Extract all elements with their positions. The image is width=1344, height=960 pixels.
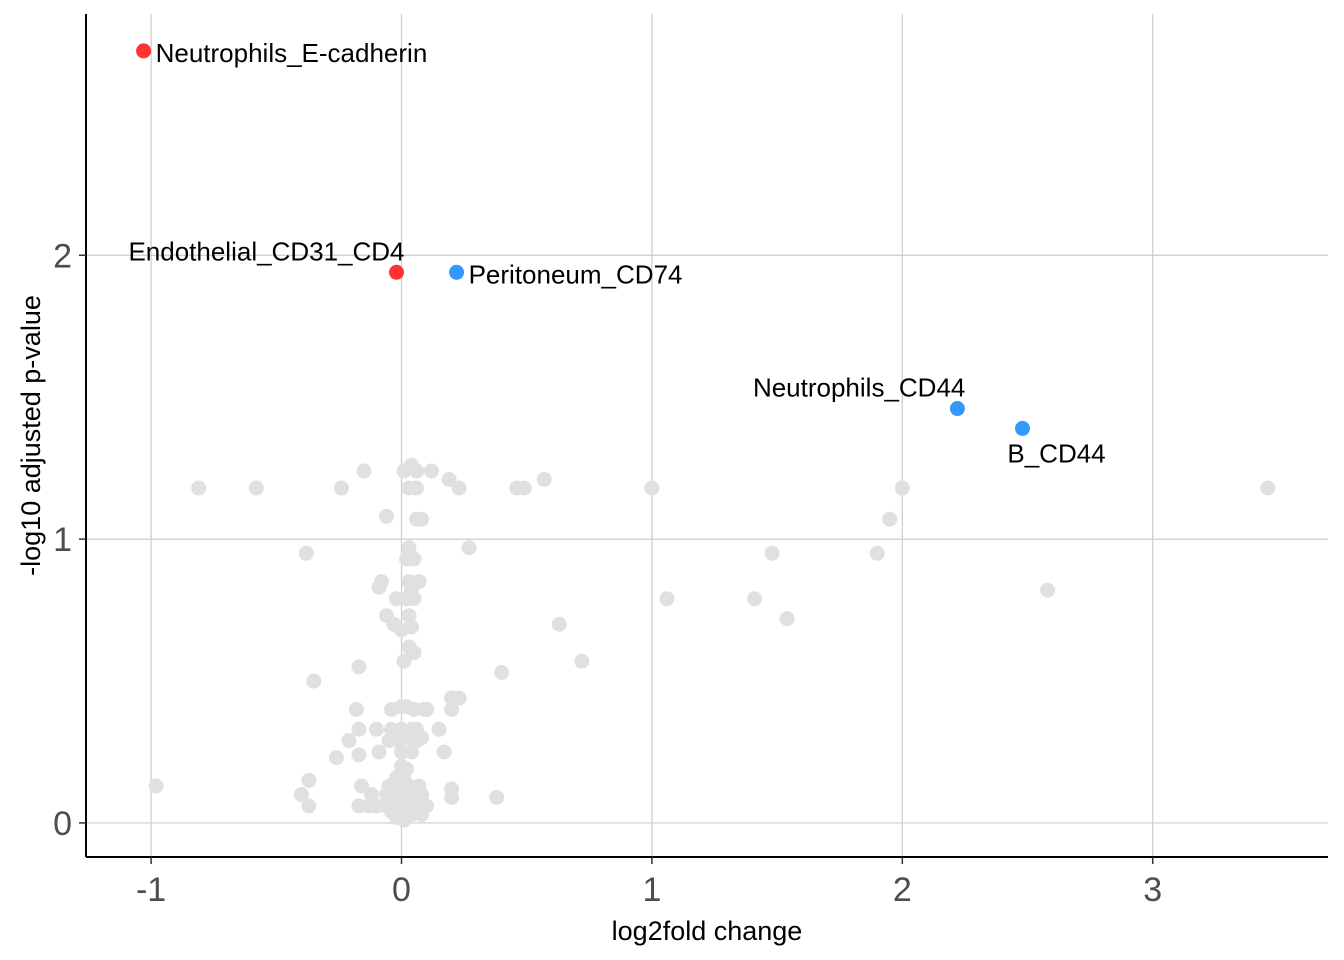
- x-axis-title: log2fold change: [612, 916, 803, 946]
- data-point: [441, 471, 457, 487]
- x-tick-label: -1: [136, 871, 166, 909]
- data-point: [356, 463, 372, 479]
- data-point: [401, 540, 417, 556]
- data-point: [451, 690, 467, 706]
- data-point: [406, 591, 422, 607]
- data-point: [341, 733, 357, 749]
- background-points: [148, 457, 1276, 828]
- data-point: [351, 747, 367, 763]
- data-point: [301, 798, 317, 814]
- data-point: [293, 787, 309, 803]
- y-tick-label: 2: [53, 237, 72, 275]
- x-tick-label: 0: [392, 871, 411, 909]
- data-point: [444, 701, 460, 717]
- data-point: [406, 551, 422, 567]
- data-point: [306, 673, 322, 689]
- y-gridlines: [86, 254, 1328, 824]
- data-point: [551, 616, 567, 632]
- point-label: Peritoneum_CD74: [469, 259, 683, 289]
- data-point: [328, 750, 344, 766]
- data-point: [536, 471, 552, 487]
- data-point: [404, 744, 420, 760]
- data-point: [516, 480, 532, 496]
- data-point: [401, 608, 417, 624]
- data-point: [1040, 582, 1056, 598]
- highlighted-point: [449, 264, 465, 280]
- data-point: [248, 480, 264, 496]
- point-label: Neutrophils_E-cadherin: [156, 38, 428, 68]
- data-point: [779, 611, 795, 627]
- data-point: [494, 665, 510, 681]
- data-point: [399, 761, 415, 777]
- x-gridlines: [150, 14, 1154, 857]
- point-label: Neutrophils_CD44: [753, 373, 965, 403]
- highlighted-point: [1015, 420, 1031, 436]
- data-point: [351, 721, 367, 737]
- data-point: [461, 540, 477, 556]
- data-point: [574, 653, 590, 669]
- data-point: [414, 787, 430, 803]
- point-label: Endothelial_CD31_CD4: [128, 236, 404, 266]
- x-tick-label: 3: [1143, 871, 1162, 909]
- data-point: [191, 480, 207, 496]
- data-point: [431, 721, 447, 737]
- data-point: [419, 701, 435, 717]
- data-point: [869, 545, 885, 561]
- y-tick-label: 0: [53, 805, 72, 843]
- data-point: [1260, 480, 1276, 496]
- data-point: [414, 730, 430, 746]
- data-point: [659, 591, 675, 607]
- data-point: [414, 806, 430, 822]
- data-point: [409, 463, 425, 479]
- data-point: [396, 653, 412, 669]
- data-point: [368, 721, 384, 737]
- data-point: [333, 480, 349, 496]
- highlighted-point: [949, 401, 965, 417]
- data-point: [444, 789, 460, 805]
- data-point: [894, 480, 910, 496]
- x-tick-label: 1: [642, 871, 661, 909]
- data-point: [882, 511, 898, 527]
- data-point: [301, 772, 317, 788]
- data-point: [406, 645, 422, 661]
- data-point: [353, 778, 369, 794]
- data-point: [747, 591, 763, 607]
- data-point: [424, 463, 440, 479]
- point-label: B_CD44: [1007, 438, 1105, 468]
- data-point: [371, 579, 387, 595]
- data-point: [404, 619, 420, 635]
- y-ticks: 0 1 2: [53, 237, 86, 843]
- data-point: [363, 787, 379, 803]
- data-point: [764, 545, 780, 561]
- data-point: [351, 659, 367, 675]
- data-point: [348, 701, 364, 717]
- highlighted-point: [136, 43, 152, 59]
- x-tick-label: 2: [893, 871, 912, 909]
- x-ticks: -1 0 1 2 3: [136, 857, 1162, 909]
- data-point: [371, 744, 387, 760]
- highlighted-points: [136, 43, 1031, 436]
- data-point: [414, 511, 430, 527]
- highlighted-point: [389, 264, 404, 280]
- data-point: [644, 480, 660, 496]
- data-point: [489, 789, 505, 805]
- y-axis-title: -log10 adjusted p-value: [16, 295, 46, 576]
- data-point: [396, 812, 412, 828]
- data-point: [409, 480, 425, 496]
- point-labels: Neutrophils_E-cadherin Endothelial_CD31_C…: [128, 38, 1105, 469]
- data-point: [451, 480, 467, 496]
- data-point: [298, 545, 314, 561]
- data-point: [436, 744, 452, 760]
- y-tick-label: 1: [53, 521, 72, 559]
- data-point: [378, 508, 394, 524]
- data-point: [148, 778, 164, 794]
